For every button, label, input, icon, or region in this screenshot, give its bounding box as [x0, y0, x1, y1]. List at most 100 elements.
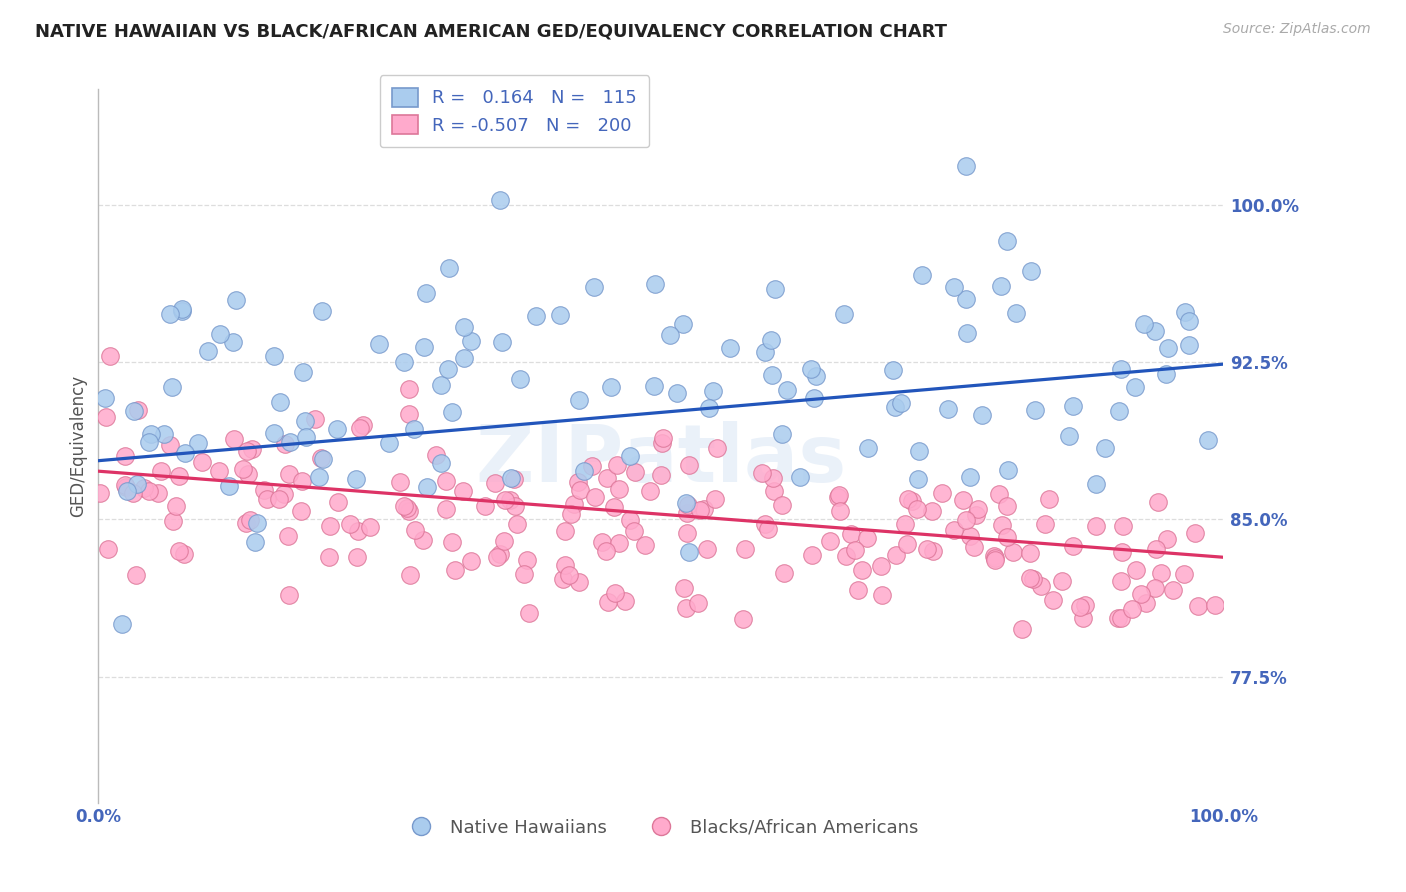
- Point: [162, 514, 184, 528]
- Point: [318, 549, 340, 564]
- Point: [1112, 519, 1135, 533]
- Point: [277, 467, 299, 481]
- Point: [138, 483, 160, 498]
- Point: [398, 407, 420, 421]
- Point: [997, 463, 1019, 477]
- Point: [827, 490, 849, 504]
- Point: [686, 596, 709, 610]
- Point: [990, 279, 1012, 293]
- Point: [567, 475, 589, 489]
- Point: [856, 442, 879, 456]
- Point: [437, 260, 460, 275]
- Point: [883, 400, 905, 414]
- Point: [159, 437, 181, 451]
- Point: [1178, 338, 1201, 352]
- Point: [763, 282, 786, 296]
- Point: [770, 499, 793, 513]
- Point: [96, 409, 118, 424]
- Point: [603, 500, 626, 514]
- Point: [1129, 587, 1152, 601]
- Point: [278, 587, 301, 601]
- Point: [613, 594, 636, 608]
- Point: [1184, 525, 1206, 540]
- Point: [304, 412, 326, 426]
- Point: [1004, 305, 1026, 319]
- Point: [1069, 599, 1091, 614]
- Point: [127, 402, 149, 417]
- Point: [339, 516, 361, 531]
- Point: [855, 531, 877, 545]
- Point: [963, 541, 986, 555]
- Point: [603, 586, 626, 600]
- Point: [718, 342, 741, 356]
- Point: [139, 427, 162, 442]
- Point: [486, 549, 509, 564]
- Point: [225, 293, 247, 307]
- Point: [619, 513, 641, 527]
- Point: [673, 581, 696, 595]
- Point: [308, 470, 330, 484]
- Point: [890, 395, 912, 409]
- Point: [907, 501, 929, 516]
- Point: [675, 601, 697, 615]
- Point: [762, 483, 785, 498]
- Point: [762, 471, 785, 485]
- Point: [440, 535, 463, 549]
- Point: [208, 464, 231, 478]
- Point: [1109, 611, 1132, 625]
- Point: [908, 444, 931, 458]
- Point: [167, 468, 190, 483]
- Point: [242, 442, 264, 457]
- Point: [955, 159, 977, 173]
- Point: [1033, 517, 1056, 532]
- Point: [917, 541, 939, 556]
- Point: [568, 392, 591, 407]
- Point: [676, 498, 699, 512]
- Text: NATIVE HAWAIIAN VS BLACK/AFRICAN AMERICAN GED/EQUIVALENCY CORRELATION CHART: NATIVE HAWAIIAN VS BLACK/AFRICAN AMERICA…: [35, 22, 948, 40]
- Point: [568, 575, 591, 590]
- Point: [1198, 433, 1220, 447]
- Point: [278, 434, 301, 449]
- Point: [494, 534, 516, 549]
- Point: [1154, 367, 1177, 381]
- Point: [851, 563, 873, 577]
- Point: [346, 524, 368, 539]
- Point: [696, 542, 718, 557]
- Point: [1038, 491, 1060, 506]
- Point: [392, 499, 415, 513]
- Point: [110, 617, 132, 632]
- Point: [1001, 545, 1024, 559]
- Point: [121, 485, 143, 500]
- Point: [267, 492, 290, 507]
- Point: [995, 234, 1018, 248]
- Point: [97, 542, 120, 557]
- Point: [1052, 574, 1074, 588]
- Point: [516, 552, 538, 566]
- Point: [319, 518, 342, 533]
- Point: [1174, 305, 1197, 319]
- Point: [503, 499, 526, 513]
- Point: [761, 368, 783, 383]
- Point: [921, 504, 943, 518]
- Point: [955, 292, 977, 306]
- Point: [623, 524, 645, 539]
- Point: [187, 435, 209, 450]
- Point: [148, 485, 170, 500]
- Point: [517, 606, 540, 620]
- Point: [581, 458, 603, 473]
- Point: [1011, 622, 1033, 636]
- Point: [596, 471, 619, 485]
- Point: [697, 401, 720, 415]
- Point: [775, 383, 797, 397]
- Point: [235, 516, 257, 531]
- Point: [513, 567, 536, 582]
- Point: [291, 475, 314, 489]
- Point: [291, 365, 314, 379]
- Point: [170, 301, 193, 316]
- Point: [344, 472, 367, 486]
- Point: [995, 530, 1018, 544]
- Point: [560, 507, 582, 521]
- Point: [238, 467, 260, 482]
- Point: [595, 544, 617, 558]
- Point: [253, 483, 276, 497]
